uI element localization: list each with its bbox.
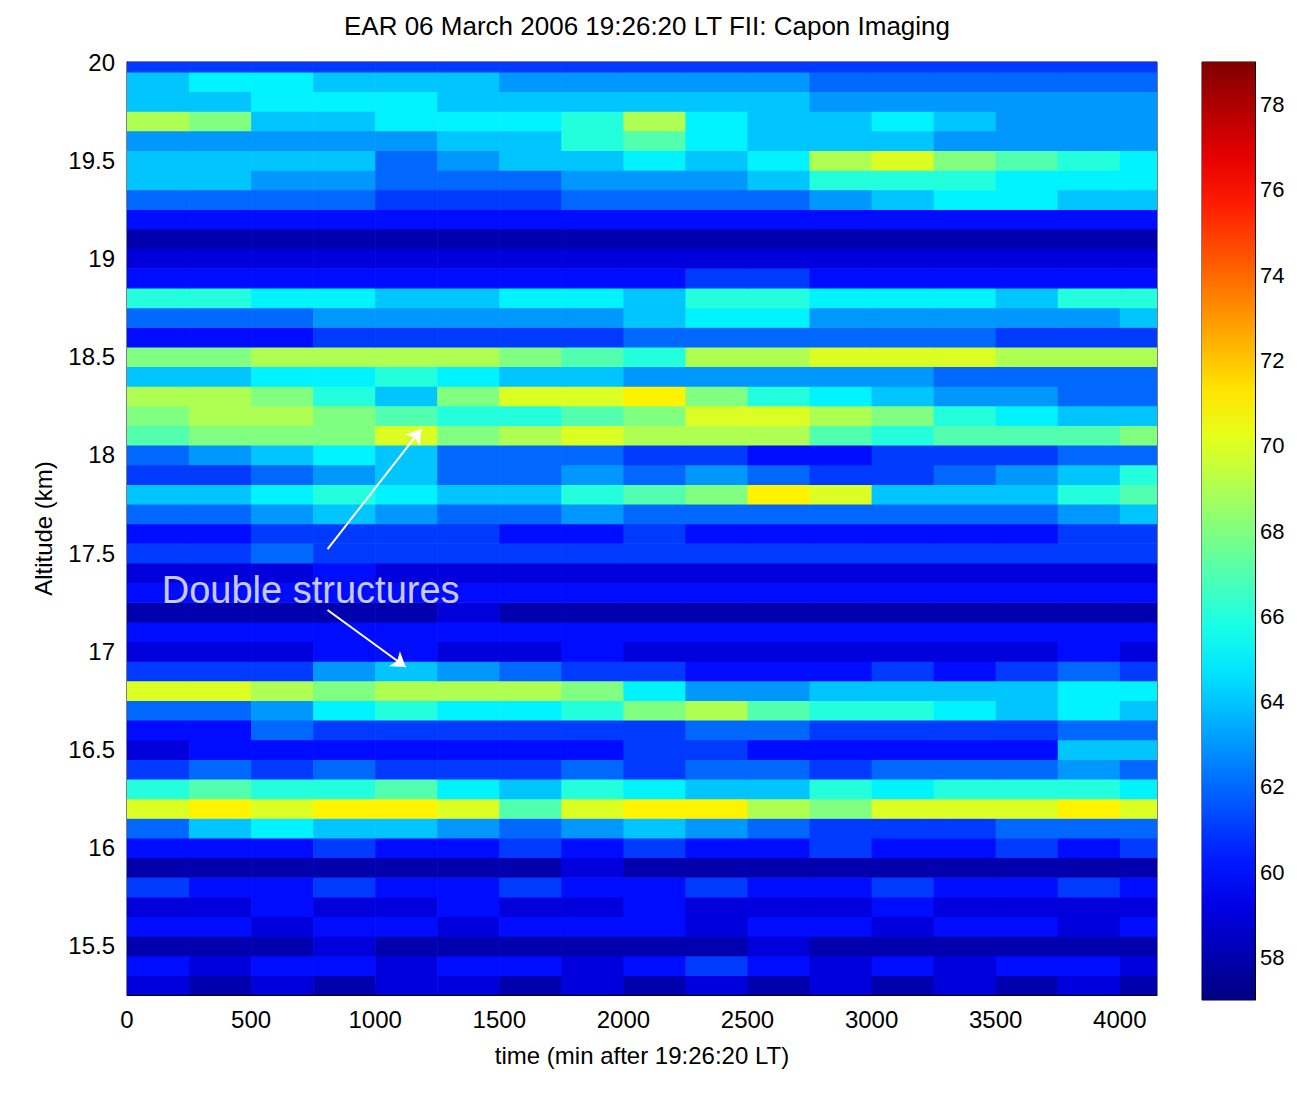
svg-text:1500: 1500 [473,1006,526,1033]
svg-text:68: 68 [1260,519,1284,544]
svg-text:500: 500 [231,1006,271,1033]
svg-text:0: 0 [120,1006,133,1033]
svg-text:1000: 1000 [348,1006,401,1033]
svg-text:66: 66 [1260,604,1284,629]
svg-text:78: 78 [1260,92,1284,117]
svg-text:17: 17 [88,638,115,665]
svg-text:3000: 3000 [845,1006,898,1033]
svg-text:64: 64 [1260,689,1284,714]
svg-text:17.5: 17.5 [68,540,115,567]
svg-text:2500: 2500 [721,1006,774,1033]
svg-text:58: 58 [1260,945,1284,970]
svg-text:16: 16 [88,834,115,861]
svg-text:62: 62 [1260,774,1284,799]
svg-text:15.5: 15.5 [68,932,115,959]
svg-text:Altitude (km): Altitude (km) [30,461,57,596]
svg-text:76: 76 [1260,177,1284,202]
svg-text:72: 72 [1260,348,1284,373]
svg-text:70: 70 [1260,433,1284,458]
svg-text:18: 18 [88,441,115,468]
svg-text:60: 60 [1260,860,1284,885]
svg-text:20: 20 [88,49,115,76]
svg-text:19: 19 [88,245,115,272]
svg-text:time (min after 19:26:20 LT): time (min after 19:26:20 LT) [495,1042,789,1069]
svg-text:3500: 3500 [969,1006,1022,1033]
svg-text:18.5: 18.5 [68,343,115,370]
svg-text:Double structures: Double structures [162,569,460,611]
svg-text:EAR 06 March 2006 19:26:20 LT: EAR 06 March 2006 19:26:20 LT FII: Capon… [344,11,950,41]
svg-text:19.5: 19.5 [68,147,115,174]
svg-text:2000: 2000 [597,1006,650,1033]
svg-text:16.5: 16.5 [68,736,115,763]
svg-text:4000: 4000 [1093,1006,1146,1033]
svg-text:74: 74 [1260,263,1284,288]
